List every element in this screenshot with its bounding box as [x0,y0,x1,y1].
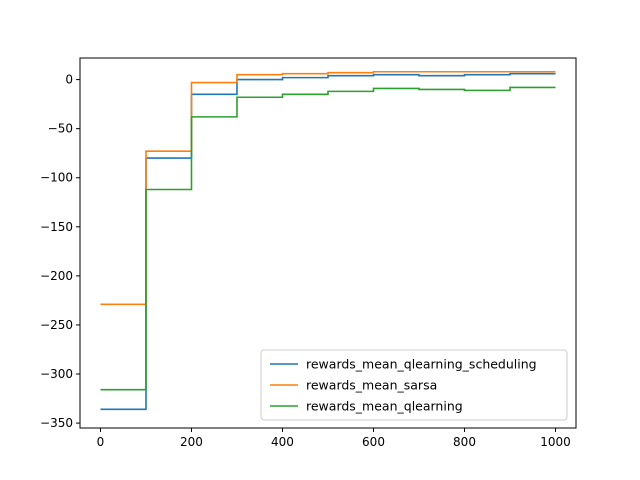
legend-label-3: rewards_mean_qlearning [306,399,463,414]
ticks-layer: 0 200 400 600 800 1000 0 −50 −100 −150 −200 −250 −30… [40,73,571,449]
x-tick-label: 0 [97,435,105,449]
series-line-3 [100,86,556,391]
y-tick-label: −100 [40,171,73,185]
x-tick-label: 600 [362,435,385,449]
y-tick-label: 0 [65,73,73,87]
x-tick-label: 200 [180,435,203,449]
lines-layer [100,70,556,411]
y-tick-label: −300 [40,367,73,381]
y-tick-label: −200 [40,269,73,283]
legend-label-2: rewards_mean_sarsa [306,378,437,393]
axes-frame [79,57,577,429]
legend-box [260,349,568,421]
y-tick-label: −50 [48,122,73,136]
y-tick-label: −250 [40,318,73,332]
legend: rewards_mean_qlearning_schedulingrewards… [260,349,568,421]
x-tick-label: 800 [453,435,476,449]
x-tick-label: 400 [271,435,294,449]
y-tick-label: −150 [40,220,73,234]
series-line-2 [100,70,556,306]
y-tick-label: −350 [40,416,73,430]
x-tick-label: 1000 [540,435,571,449]
legend-label-1: rewards_mean_qlearning_scheduling [306,357,537,372]
